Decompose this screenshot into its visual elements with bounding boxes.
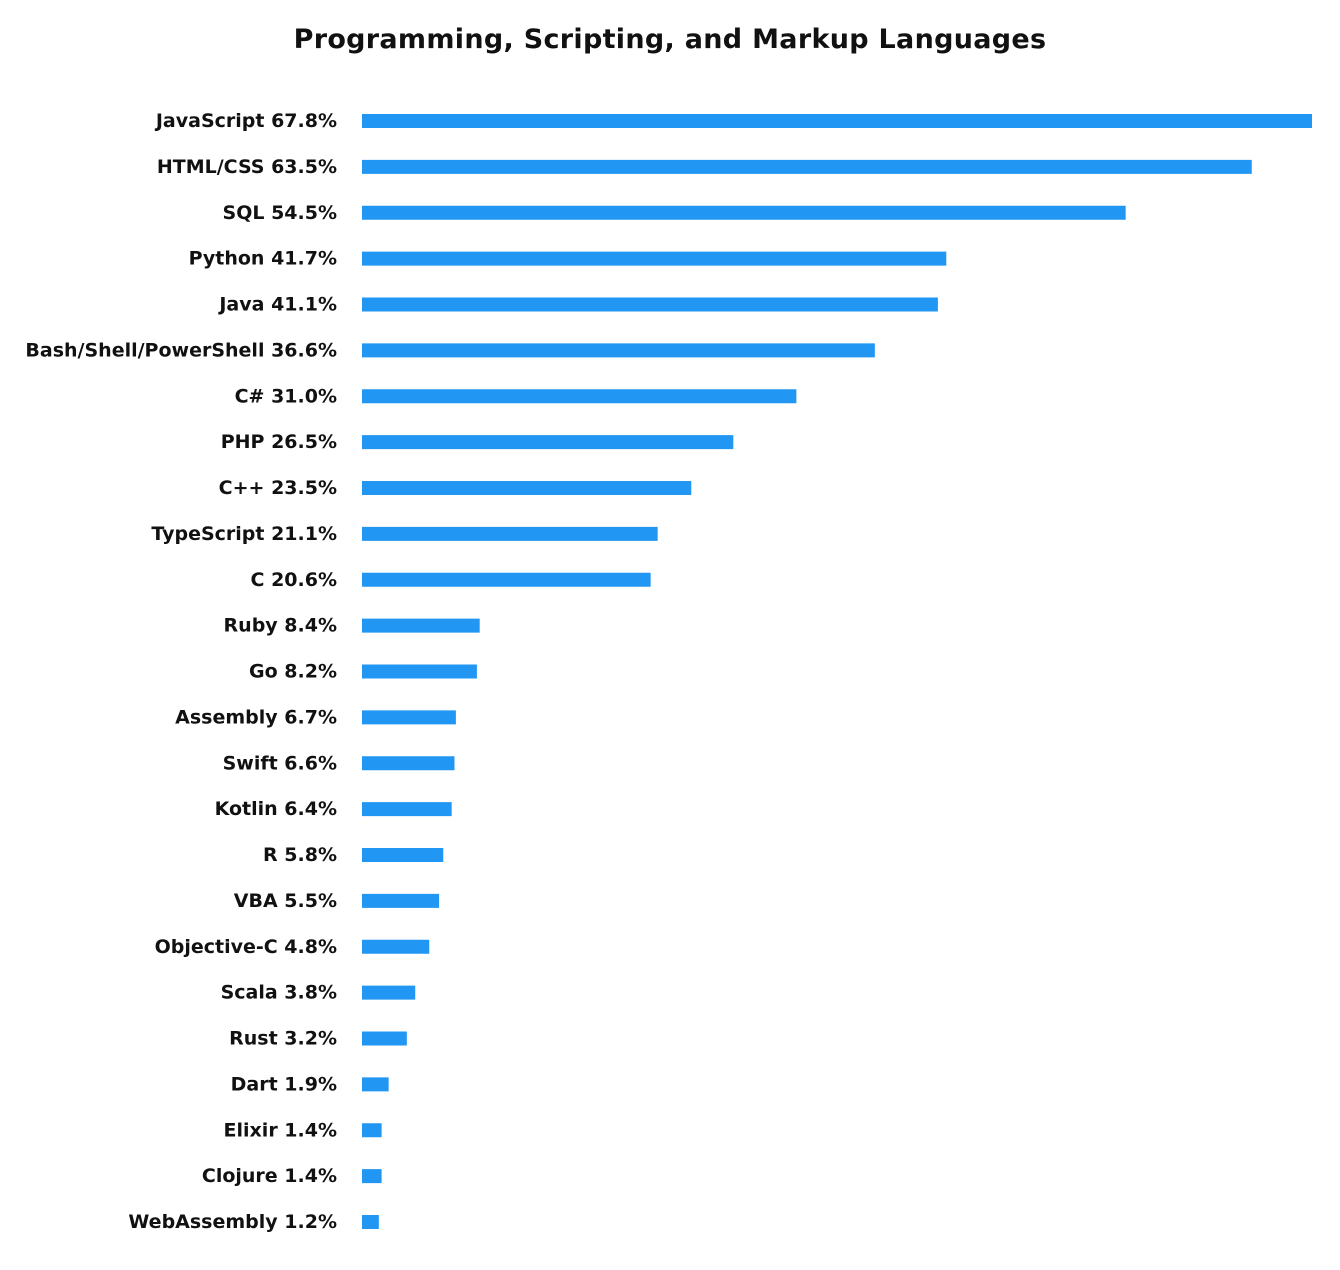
bar-label-elixir: Elixir 1.4% [224, 1119, 337, 1141]
bar-c [362, 389, 797, 404]
bar-swift [362, 756, 455, 771]
bar-label-vba: VBA 5.5% [234, 890, 337, 912]
bar-label-html-css: HTML/CSS 63.5% [157, 156, 337, 178]
bar-php [362, 435, 734, 450]
bar-javascript [362, 114, 1312, 128]
bar-label-sql: SQL 54.5% [223, 202, 337, 224]
bar-label-swift: Swift 6.6% [223, 752, 337, 774]
bar-label-typescript: TypeScript 21.1% [151, 523, 337, 545]
bar-label-r: R 5.8% [263, 844, 337, 866]
bar-assembly [362, 710, 456, 725]
bar-label-c: C# 31.0% [235, 385, 337, 407]
bar-label-php: PHP 26.5% [221, 431, 337, 453]
bar-label-clojure: Clojure 1.4% [202, 1165, 337, 1187]
bar-label-bash-shell-powershell: Bash/Shell/PowerShell 36.6% [25, 339, 337, 361]
bar-java [362, 297, 938, 312]
bar-go [362, 664, 477, 679]
bar-label-objective-c: Objective-C 4.8% [155, 936, 337, 958]
bar-label-java: Java 41.1% [217, 294, 337, 316]
bar-c [362, 572, 651, 587]
bar-c [362, 481, 692, 495]
bar-sql [362, 205, 1126, 220]
bar-label-webassembly: WebAssembly 1.2% [128, 1211, 337, 1233]
bar-label-dart: Dart 1.9% [231, 1073, 337, 1095]
bar-scala [362, 985, 416, 1000]
bar-label-assembly: Assembly 6.7% [175, 706, 337, 728]
bar-objective-c [362, 939, 430, 954]
bar-rust [362, 1031, 407, 1046]
bar-label-c: C 20.6% [251, 569, 337, 591]
bar-label-go: Go 8.2% [249, 661, 337, 683]
bar-kotlin [362, 802, 452, 817]
chart-title: Programming, Scripting, and Markup Langu… [293, 24, 1047, 55]
bar-label-rust: Rust 3.2% [229, 1028, 337, 1050]
bar-label-javascript: JavaScript 67.8% [154, 110, 337, 132]
bar-typescript [362, 526, 658, 541]
bar-elixir [362, 1123, 382, 1138]
bar-r [362, 848, 444, 862]
bar-label-kotlin: Kotlin 6.4% [215, 798, 337, 820]
bar-python [362, 251, 947, 266]
bar-label-scala: Scala 3.8% [221, 982, 337, 1004]
bar-webassembly [362, 1215, 379, 1229]
bar-clojure [362, 1169, 382, 1184]
bar-label-python: Python 41.7% [189, 248, 337, 270]
bar-ruby [362, 618, 480, 633]
bar-label-c: C++ 23.5% [219, 477, 337, 499]
bar-dart [362, 1077, 389, 1092]
bar-label-ruby: Ruby 8.4% [224, 615, 337, 637]
bar-html-css [362, 159, 1252, 174]
bar-vba [362, 893, 440, 908]
bar-bash-shell-powershell [362, 343, 875, 358]
